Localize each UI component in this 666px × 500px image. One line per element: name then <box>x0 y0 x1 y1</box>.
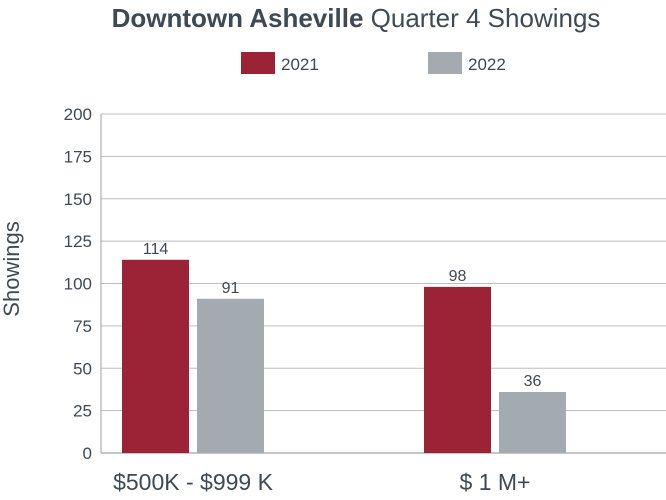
x-tick-label: $ 1 M+ <box>460 469 531 495</box>
data-label: 91 <box>222 280 240 297</box>
bars <box>122 259 566 453</box>
chart-title-rest: Quarter 4 Showings <box>363 3 600 33</box>
legend-swatch-2022 <box>428 52 462 74</box>
y-tick-label: 75 <box>73 317 92 336</box>
y-axis-label: Showings <box>0 221 24 316</box>
y-tick-label: 125 <box>64 232 92 251</box>
legend: 2021 2022 <box>241 52 506 74</box>
gridlines <box>101 113 666 454</box>
legend-label-2021: 2021 <box>281 55 319 74</box>
bar-2022-1 <box>499 391 566 453</box>
x-tick-labels: $500K - $999 K $ 1 M+ <box>113 469 530 495</box>
data-label: 114 <box>143 241 169 258</box>
y-tick-label: 100 <box>64 275 92 294</box>
data-labels: 114 91 98 36 <box>143 241 542 390</box>
bar-2021-0 <box>122 259 189 453</box>
legend-label-2022: 2022 <box>468 55 506 74</box>
chart-title-bold: Downtown Asheville <box>112 3 364 33</box>
y-tick-label: 50 <box>73 359 92 378</box>
y-tick-label: 200 <box>64 105 92 124</box>
y-tick-labels: 0 25 50 75 100 125 150 175 200 <box>64 105 92 463</box>
y-tick-label: 175 <box>64 147 92 166</box>
y-tick-label: 25 <box>73 402 92 421</box>
bar-2021-1 <box>424 286 491 453</box>
bar-2022-0 <box>197 298 264 453</box>
y-tick-label: 150 <box>64 190 92 209</box>
x-tick-label: $500K - $999 K <box>113 469 274 495</box>
data-label: 36 <box>524 373 542 390</box>
y-tick-label: 0 <box>83 444 92 463</box>
legend-swatch-2021 <box>241 52 275 74</box>
data-label: 98 <box>449 268 467 285</box>
chart-title: Downtown Asheville Quarter 4 Showings <box>112 3 601 33</box>
